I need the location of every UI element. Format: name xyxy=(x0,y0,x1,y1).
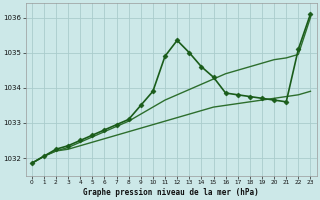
X-axis label: Graphe pression niveau de la mer (hPa): Graphe pression niveau de la mer (hPa) xyxy=(83,188,259,197)
